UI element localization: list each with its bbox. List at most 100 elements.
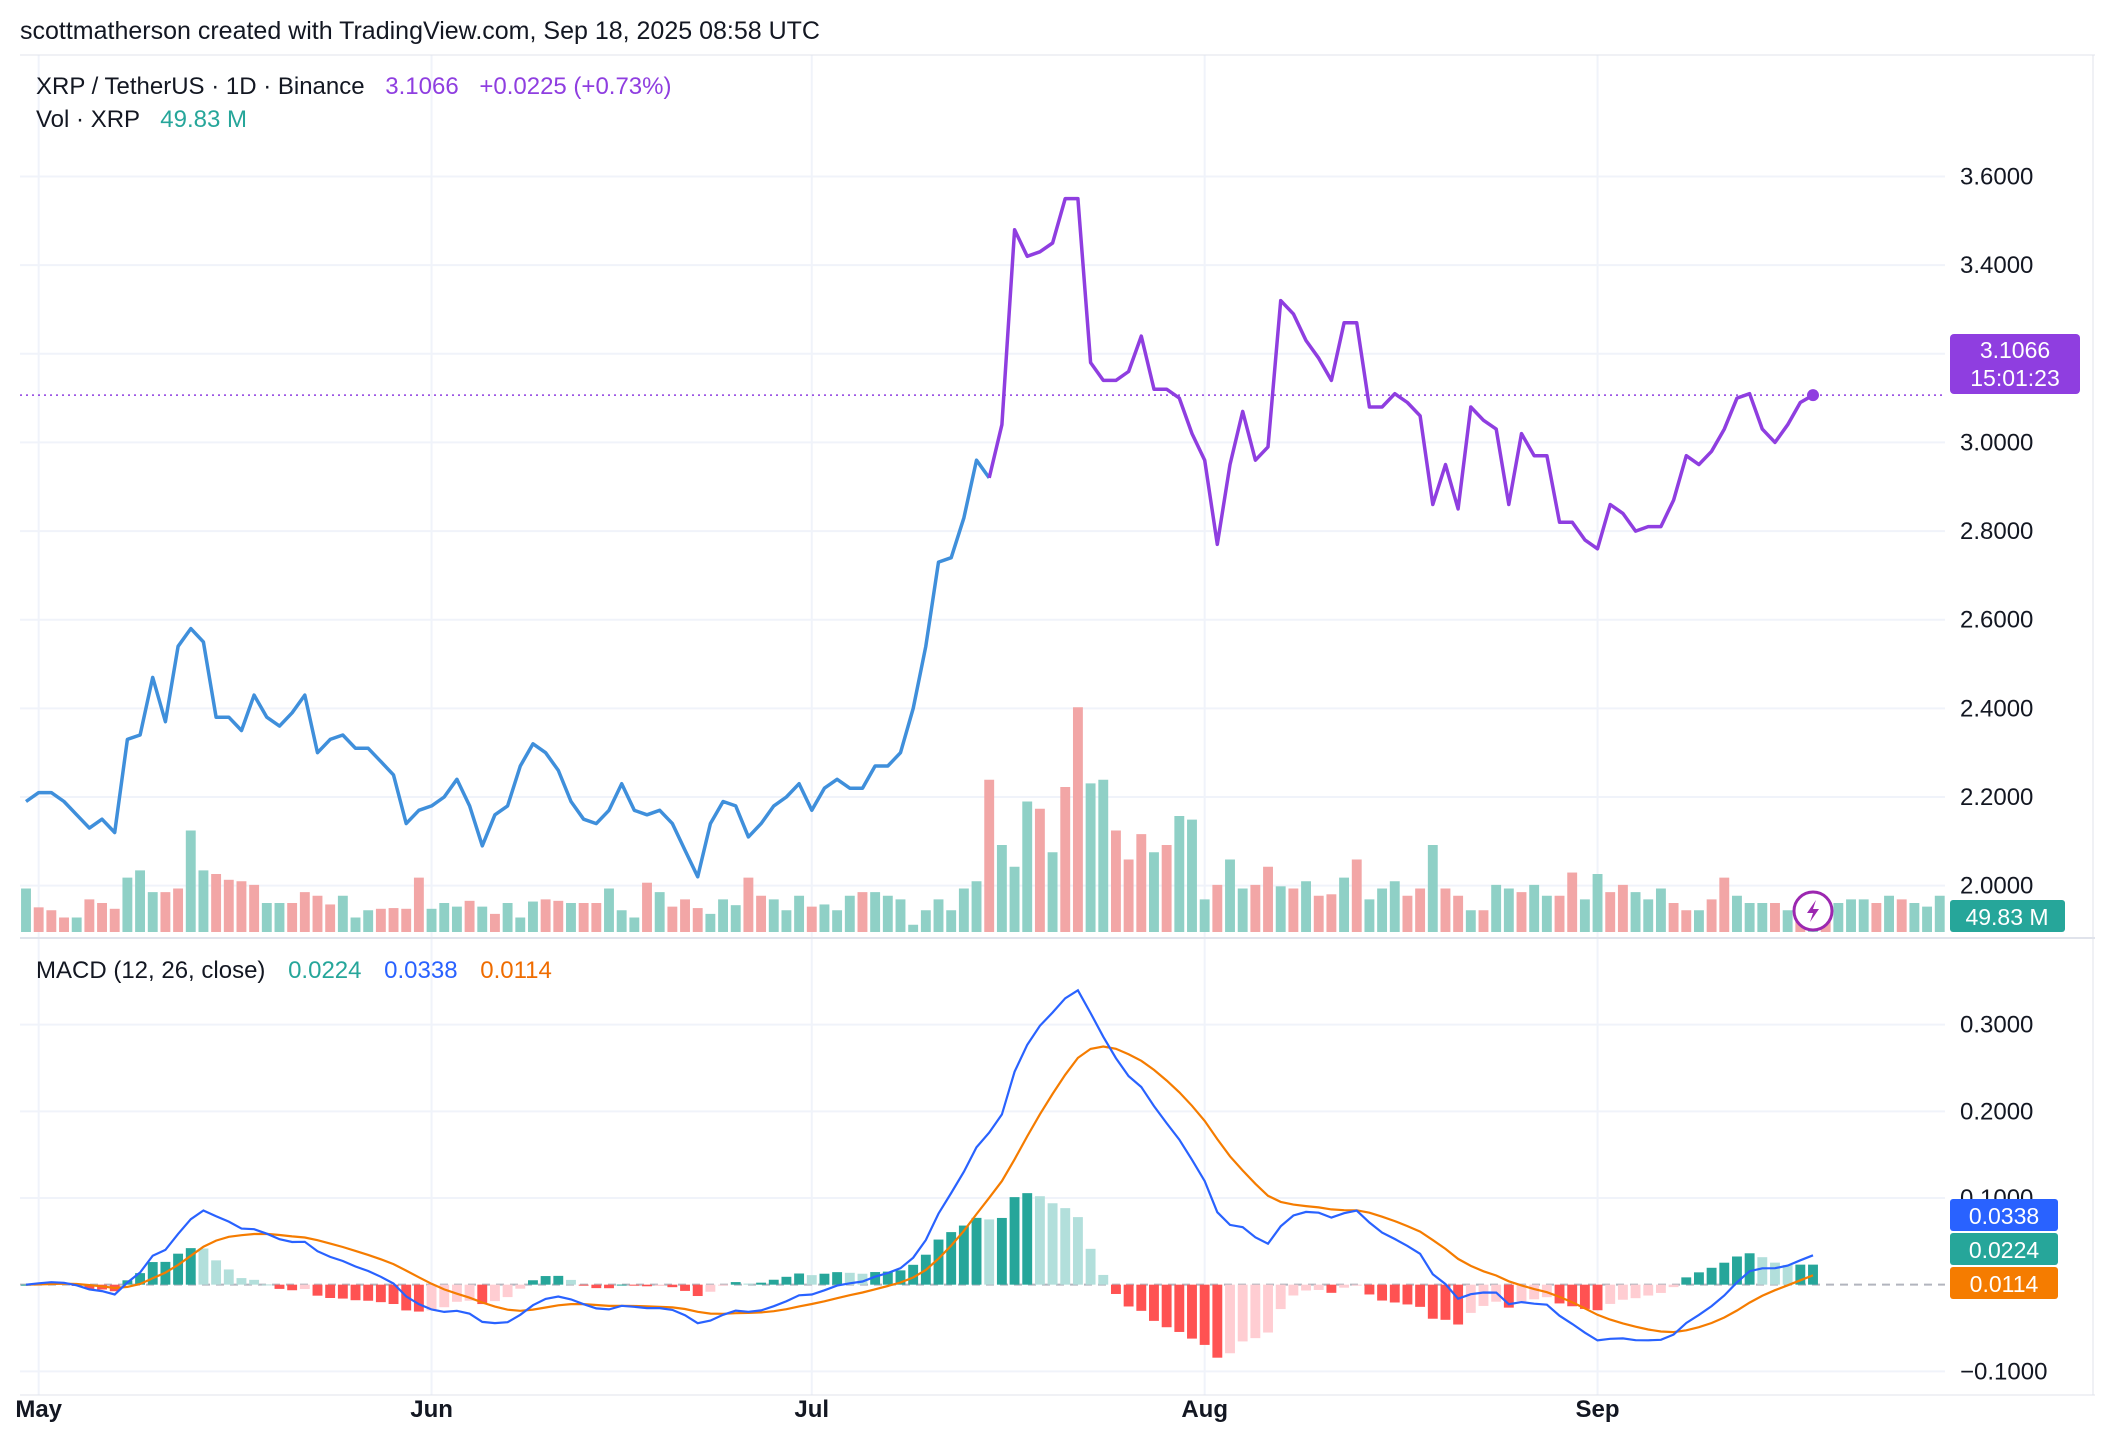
macd-histogram-bar [1009, 1197, 1020, 1285]
macd-histogram-bar [185, 1248, 196, 1285]
volume-bar [844, 895, 855, 932]
volume-bar [616, 910, 627, 932]
macd-histogram-bar [1770, 1262, 1780, 1285]
macd-histogram-bar [629, 1284, 640, 1286]
volume-bar [223, 879, 234, 932]
volume-bar [680, 899, 690, 932]
macd-histogram-bar [1402, 1284, 1413, 1305]
volume-bar [477, 906, 488, 932]
macd-histogram-bar [1377, 1284, 1388, 1301]
macd-histogram-bar [1389, 1284, 1400, 1303]
macd-histogram-bar [1339, 1284, 1350, 1288]
volume-bar [1263, 866, 1273, 932]
macd-histogram-bar [1085, 1248, 1096, 1285]
macd-histogram-bar [1744, 1253, 1755, 1285]
volume-bar [705, 913, 716, 932]
volume-bar [654, 892, 665, 932]
macd-hist-badge-value: 0.0224 [1969, 1237, 2040, 1263]
price-tick-label: 2.6000 [1960, 607, 2033, 634]
macd-histogram-bar [1212, 1284, 1223, 1358]
price-badge-value: 3.1066 [1980, 337, 2050, 363]
volume-bar [832, 910, 843, 932]
volume-bar [946, 910, 957, 932]
volume-bar [1643, 899, 1654, 932]
volume-bar [198, 870, 209, 932]
attribution-text: scottmatherson created with TradingView.… [20, 17, 820, 45]
volume-bar [1351, 859, 1362, 932]
volume-bar [1009, 866, 1020, 932]
macd-histogram-bar [477, 1284, 488, 1305]
volume-bar [160, 892, 171, 932]
volume-bar [1617, 884, 1628, 932]
macd-signal-value: 0.0114 [480, 957, 552, 984]
last-price: 3.1066 [385, 73, 458, 100]
volume-bar [1389, 881, 1400, 932]
macd-histogram-bar [1579, 1284, 1590, 1309]
volume-bar [185, 830, 196, 932]
price-tick-label: 3.4000 [1960, 252, 2033, 279]
volume-bar [515, 917, 526, 932]
macd-histogram-bar [1554, 1284, 1565, 1304]
volume-bar [46, 910, 57, 932]
macd-histogram-bar [249, 1279, 260, 1285]
volume-bar [439, 903, 450, 932]
macd-histogram-bar [1655, 1284, 1666, 1293]
macd-histogram-bar [882, 1271, 893, 1285]
macd-histogram-bar [312, 1284, 323, 1296]
macd-histogram-bar [426, 1284, 437, 1311]
macd-histogram-bar [464, 1284, 475, 1301]
macd-histogram-bar [1465, 1284, 1476, 1313]
macd-histogram-bar [844, 1272, 855, 1285]
macd-histogram-bar [489, 1284, 500, 1302]
macd-histogram-bar [1047, 1203, 1058, 1285]
macd-histogram-bar [895, 1270, 906, 1285]
volume-bar [97, 903, 107, 932]
volume-bar [1884, 895, 1894, 932]
volume-bar [958, 888, 969, 932]
volume-bar [1744, 903, 1755, 932]
macd-histogram-bar [1237, 1284, 1248, 1342]
volume-bar [819, 904, 830, 932]
volume-bar [578, 903, 589, 932]
volume-bar [1605, 892, 1616, 932]
x-tick-label: Sep [1576, 1396, 1620, 1423]
volume-bar [1681, 910, 1692, 932]
macd-legend: MACD (12, 26, close) 0.0224 0.0338 0.011… [36, 957, 552, 984]
macd-tick-label: 0.2000 [1960, 1098, 2033, 1125]
price-tick-label: 3.0000 [1960, 429, 2033, 456]
x-tick-label: Jun [410, 1396, 453, 1423]
volume-bar [540, 899, 551, 932]
volume-bar [971, 881, 982, 932]
volume-bar [1732, 895, 1742, 932]
price-series [20, 196, 1945, 879]
price-tick-label: 2.8000 [1960, 518, 2033, 545]
macd-histogram-bar [1098, 1274, 1109, 1285]
volume-bar [274, 903, 285, 932]
macd-histogram-bar [566, 1279, 576, 1285]
volume-bar [1072, 707, 1083, 932]
volume-bar [109, 908, 120, 932]
macd-histogram-bar [21, 1284, 31, 1286]
macd-histogram-bar [743, 1283, 754, 1285]
macd-histogram-bar [1149, 1284, 1159, 1321]
volume-bar [1554, 895, 1565, 932]
macd-histogram-bar [1136, 1284, 1147, 1311]
volume-bar [794, 895, 805, 932]
volume-bar [1655, 888, 1666, 932]
volume-bar [1301, 881, 1311, 932]
lightning-icon[interactable] [1792, 890, 1834, 932]
macd-histogram-bar [1123, 1284, 1134, 1307]
volume-bar [287, 903, 298, 932]
volume-bar [566, 903, 576, 932]
volume-bar [71, 917, 82, 932]
macd-histogram-bar [553, 1275, 564, 1285]
macd-histogram-bar [350, 1284, 361, 1301]
volume-bar [21, 888, 31, 932]
price-badge [1950, 334, 2080, 394]
macd-histogram-bar [375, 1284, 386, 1303]
volume-bar [1288, 888, 1299, 932]
volume-bar [325, 904, 336, 932]
symbol-name: XRP / TetherUS · 1D · Binance [36, 73, 365, 100]
volume-bar [147, 892, 158, 932]
macd-histogram-bar [984, 1219, 995, 1285]
